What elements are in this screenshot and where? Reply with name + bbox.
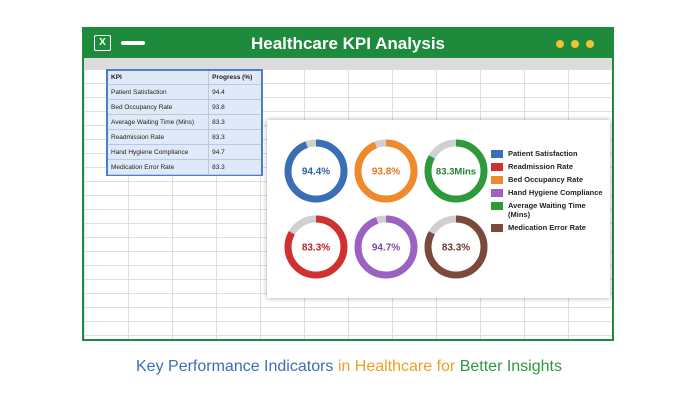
- legend-swatch: [491, 150, 503, 158]
- donut-value-label: 94.7%: [372, 243, 400, 254]
- legend-swatch: [491, 163, 503, 171]
- legend-label: Average Waiting Time (Mins): [508, 201, 586, 219]
- legend-item[interactable]: Patient Satisfaction: [491, 149, 607, 158]
- caption-part2: in Healthcare for: [333, 358, 460, 375]
- table-row[interactable]: Readmission Rate 83.3: [108, 129, 261, 145]
- table-row[interactable]: Patient Satisfaction 94.4: [108, 84, 261, 100]
- donut-value-arc[interactable]: [424, 215, 488, 279]
- legend-item[interactable]: Medication Error Rate: [491, 223, 607, 232]
- table-cell-kpi[interactable]: Patient Satisfaction: [108, 84, 209, 100]
- donut-chart-panel[interactable]: 94.4% 93.8% 83.3Mins 83.3% 94.7% 83.3% Patien…: [267, 120, 610, 298]
- caption-part3: Better Insights: [459, 358, 562, 375]
- ribbon-bar: [84, 58, 612, 69]
- table-row[interactable]: Medication Error Rate 83.3: [108, 159, 261, 175]
- donut-value-label: 83.3Mins: [436, 167, 476, 178]
- donut-chart[interactable]: 94.7%: [354, 215, 418, 279]
- donut-value-label: 83.3%: [302, 243, 330, 254]
- table-header-progress[interactable]: Progress (%): [208, 71, 261, 85]
- caption-part1: Key Performance Indicators: [136, 358, 334, 375]
- legend-swatch: [491, 176, 503, 184]
- legend-item[interactable]: Hand Hygiene Compliance: [491, 188, 607, 197]
- legend-label: Readmission Rate: [508, 162, 574, 171]
- table-row[interactable]: Bed Occupancy Rate 93.8: [108, 99, 261, 115]
- donut-value-label: 94.4%: [302, 167, 330, 178]
- table-row[interactable]: Hand Hygiene Compliance 94.7: [108, 144, 261, 160]
- legend-swatch: [491, 224, 503, 232]
- legend-item[interactable]: Average Waiting Time (Mins): [491, 201, 607, 219]
- table-cell-kpi[interactable]: Average Waiting Time (Mins): [108, 114, 209, 130]
- table-header-kpi[interactable]: KPI: [108, 71, 209, 85]
- table-cell-value[interactable]: 83.3: [208, 129, 261, 145]
- table-cell-value[interactable]: 93.8: [208, 99, 261, 115]
- menu-bar-icon[interactable]: [121, 41, 145, 45]
- donut-chart[interactable]: 83.3Mins: [424, 139, 488, 203]
- table-cell-value[interactable]: 94.7: [208, 144, 261, 160]
- donut-chart[interactable]: 83.3%: [424, 215, 488, 279]
- window-title: Healthcare KPI Analysis: [250, 34, 445, 53]
- window-dot-icon[interactable]: [586, 40, 594, 48]
- table-cell-kpi[interactable]: Hand Hygiene Compliance: [108, 144, 209, 160]
- table-cell-value[interactable]: 94.4: [208, 84, 261, 100]
- window-dot-icon[interactable]: [571, 40, 579, 48]
- legend-item[interactable]: Bed Occupancy Rate: [491, 175, 607, 184]
- table-cell-value[interactable]: 83.3: [208, 114, 261, 130]
- donut-value-arc[interactable]: [354, 215, 418, 279]
- chart-legend: Patient Satisfaction Readmission Rate Bed …: [491, 149, 607, 236]
- donut-value-arc[interactable]: [424, 139, 488, 203]
- table-row[interactable]: Average Waiting Time (Mins) 83.3: [108, 114, 261, 130]
- donut-value-arc[interactable]: [354, 139, 418, 203]
- legend-label: Hand Hygiene Compliance: [508, 188, 603, 197]
- donut-chart[interactable]: 94.4%: [284, 139, 348, 203]
- title-bar: X Healthcare KPI Analysis: [84, 29, 612, 58]
- donut-chart[interactable]: 83.3%: [284, 215, 348, 279]
- window-dot-icon[interactable]: [556, 40, 564, 48]
- excel-icon[interactable]: X: [94, 35, 111, 51]
- caption: Key Performance Indicators in Healthcare…: [0, 357, 698, 377]
- window-controls: [556, 40, 594, 48]
- legend-label: Bed Occupancy Rate: [508, 175, 584, 184]
- donut-value-arc[interactable]: [284, 215, 348, 279]
- donut-value-label: 83.3%: [442, 243, 470, 254]
- table-cell-kpi[interactable]: Bed Occupancy Rate: [108, 99, 209, 115]
- table-cell-kpi[interactable]: Readmission Rate: [108, 129, 209, 145]
- donut-value-label: 93.8%: [372, 167, 400, 178]
- legend-item[interactable]: Readmission Rate: [491, 162, 607, 171]
- donut-chart[interactable]: 93.8%: [354, 139, 418, 203]
- legend-label: Patient Satisfaction: [508, 149, 578, 158]
- table-cell-value[interactable]: 83.3: [208, 159, 261, 175]
- donut-value-arc[interactable]: [284, 139, 348, 203]
- legend-swatch: [491, 202, 503, 210]
- legend-swatch: [491, 189, 503, 197]
- donut-charts: 94.4% 93.8% 83.3Mins 83.3% 94.7% 83.3%: [284, 139, 488, 279]
- legend-label: Medication Error Rate: [508, 223, 586, 232]
- kpi-table[interactable]: KPI Progress (%) Patient Satisfaction 94…: [106, 69, 263, 176]
- table-cell-kpi[interactable]: Medication Error Rate: [108, 159, 209, 175]
